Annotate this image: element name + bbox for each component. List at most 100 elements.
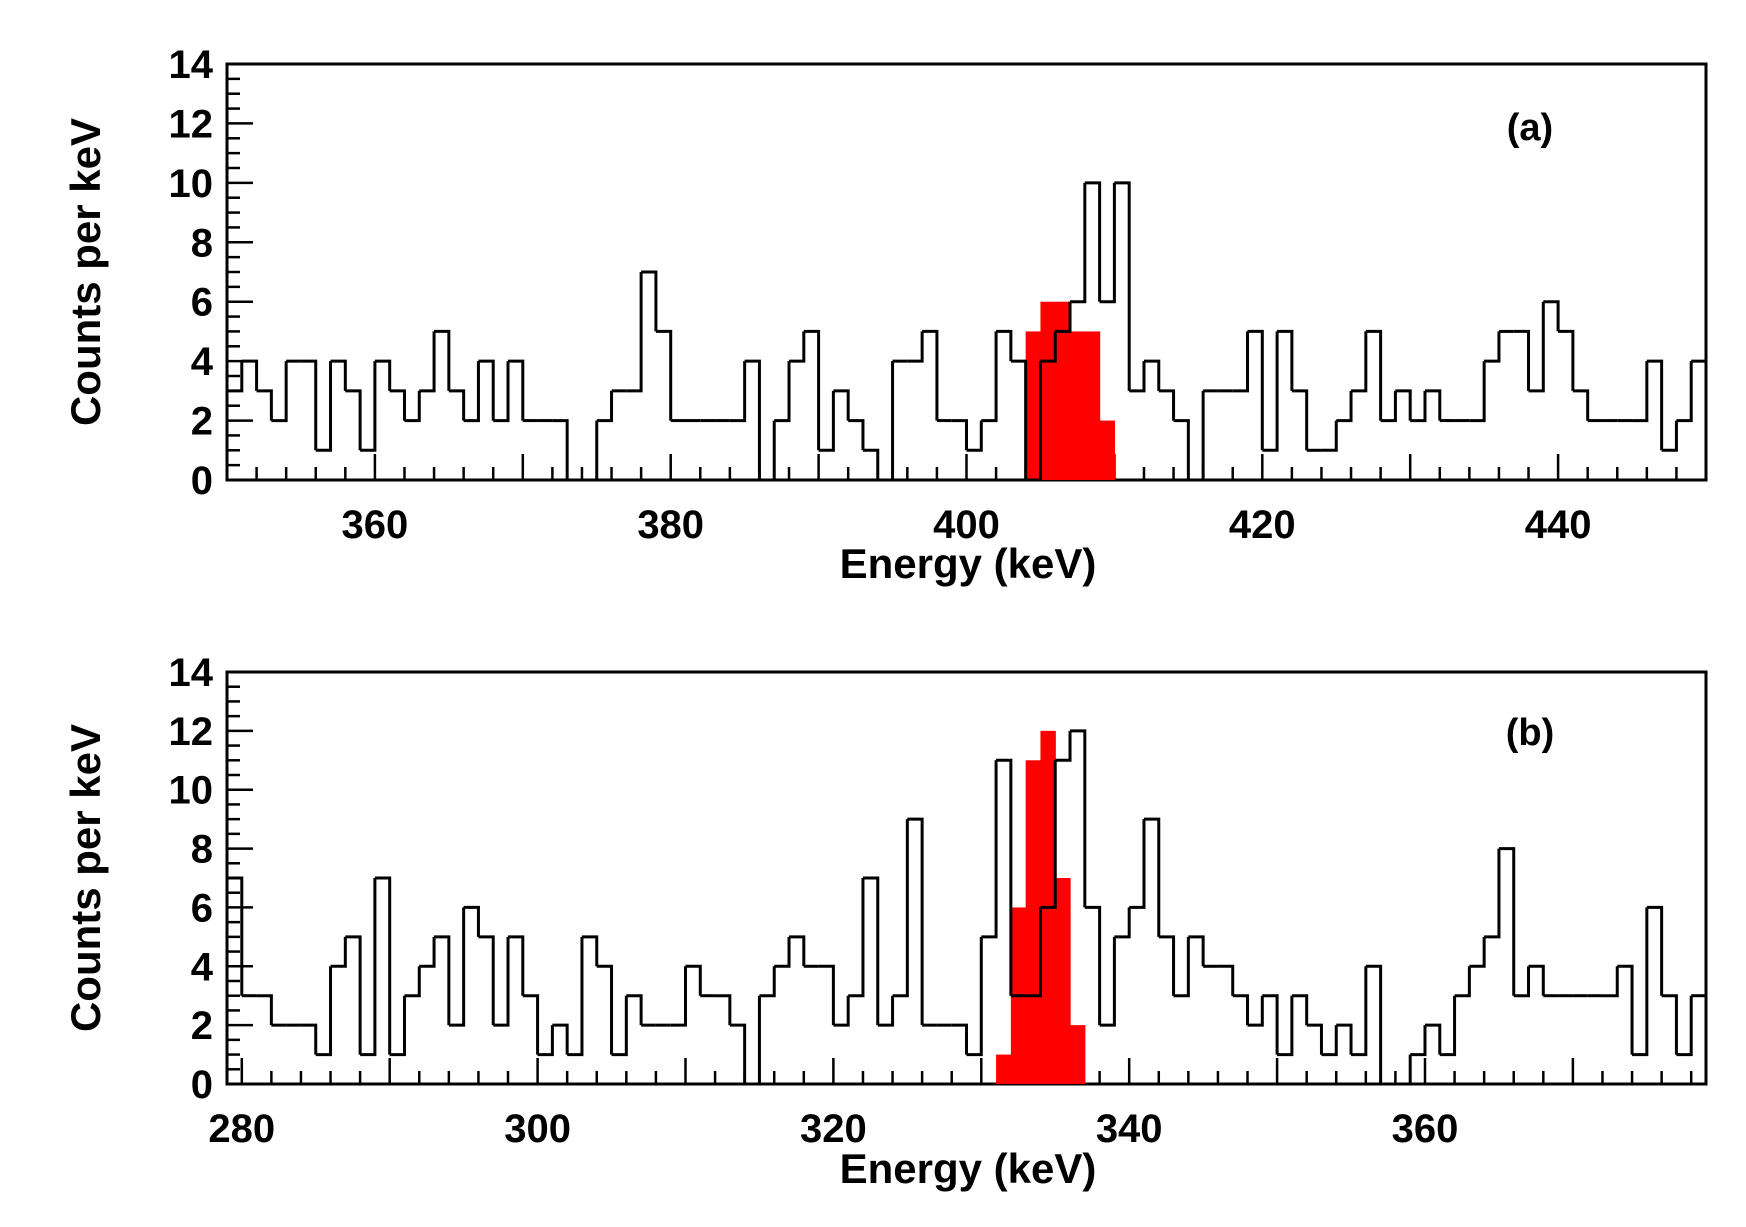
histogram-bin-b [552,1023,569,1055]
histogram-bin-a [1543,300,1560,332]
histogram-bin-b [330,936,347,968]
histogram-bin-a [508,359,525,421]
histogram-bin-b [596,964,614,1055]
y-tick-label-b: 14 [169,651,214,695]
histogram-bin-b [1321,1025,1338,1057]
histogram-bin-a [478,359,495,421]
histogram-bin-a [1336,390,1353,423]
histogram-bin-a [996,329,1013,362]
y-tick-label-a: 4 [191,340,214,384]
x-axis-title-b: Energy (keV) [840,1145,1097,1192]
highlight-bar-a [1099,420,1115,480]
histogram-bin-b [1055,730,1072,762]
highlight-bar-a [1040,301,1056,480]
histogram-bin-b [892,819,909,998]
histogram-bin-a [803,329,821,451]
highlight-bar-b [996,1054,1012,1084]
histogram-bin-a [1321,420,1338,452]
x-tick-label-b: 340 [1096,1107,1163,1151]
histogram-bin-b [1025,907,1042,998]
histogram-bin-b [626,994,643,1026]
histogram-panel-a: 0 2 4 6 8 10 12 14 360 380 400 420 440 (a) Energy (k… [62,43,1708,587]
histogram-bin-a [493,361,510,423]
x-tick-label-a: 400 [933,503,1000,547]
histogram-bin-b [996,758,1013,996]
x-tick-label-a: 420 [1229,503,1296,547]
histogram-bin-a [862,448,880,480]
histogram-bin-a [1055,301,1072,333]
histogram-bin-a [1188,390,1205,482]
histogram-bin-b [448,907,466,1027]
histogram-bin-a [833,389,850,421]
histogram-bin-b [434,935,451,1026]
x-tick-label-b: 280 [208,1107,275,1151]
y-tick-label-a: 2 [191,400,213,444]
histogram-bin-b [1646,905,1664,996]
x-tick-label-b: 360 [1392,1107,1459,1151]
histogram-bin-b [404,966,421,998]
histogram-bin-a [848,419,865,451]
histogram-bin-a [729,361,747,423]
histogram-bin-b [907,817,924,1026]
histogram-bin-b [1365,964,1383,1084]
histogram-bin-a [1513,329,1531,391]
histogram-bin-b [1424,1023,1442,1055]
histogram-bin-b [1173,936,1190,998]
histogram-bin-a [1469,361,1486,423]
x-tick-label-a: 440 [1525,503,1592,547]
histogram-bin-b [759,966,776,998]
histogram-bin-b [685,964,702,996]
histogram-bin-b [951,1023,968,1055]
y-tick-label-a: 12 [169,102,214,146]
histogram-bin-b [1040,760,1057,909]
histogram-bin-a [922,329,939,421]
histogram-bin-a [981,331,998,423]
histogram-bin-b [493,936,510,1027]
y-tick-label-b: 2 [191,1004,213,1048]
histogram-series-a [227,181,1706,482]
histogram-bin-a [1262,331,1279,452]
histogram-bin-a [1558,329,1575,391]
histogram-bin-b [256,994,273,1026]
histogram-bin-b [537,1025,554,1057]
histogram-bin-a [907,331,924,363]
y-tick-label-a: 6 [191,281,213,325]
histogram-bin-b [1217,964,1235,996]
histogram-bin-a [1380,390,1397,423]
histogram-bin-b [744,995,761,1086]
histogram-bin-a [271,361,288,423]
panel-label-a: (a) [1507,107,1553,149]
histogram-bin-b [848,878,865,998]
histogram-bin-a [360,361,377,452]
histogram-bin-b [1158,935,1176,996]
histogram-bin-b [1410,1025,1427,1057]
histogram-bin-a [1247,329,1264,451]
histogram-bin-a [1025,361,1042,482]
histogram-bin-b [981,760,998,939]
histogram-bin-b [1129,819,1146,909]
histogram-bin-a [655,329,673,421]
histogram-bin-a [1173,419,1190,480]
histogram-bin-b [419,936,436,968]
histogram-bin-a [1040,331,1057,363]
histogram-bin-a [789,331,806,363]
histogram-bin-a [951,419,968,451]
histogram-bin-b [1114,907,1131,939]
histogram-bin-b [508,935,525,996]
histogram-bin-a [759,420,776,482]
y-tick-label-b: 10 [169,769,214,813]
histogram-bin-b [1247,995,1264,1027]
histogram-bin-a [877,361,895,482]
histogram-bin-a [581,420,599,482]
histogram-bin-a [966,420,983,452]
histogram-bin-a [1158,389,1176,421]
histogram-bin-a [404,390,421,423]
x-tick-label-b: 320 [800,1107,867,1151]
histogram-bin-a [1232,331,1250,393]
panel-label-b: (b) [1506,712,1555,754]
histogram-bin-a [1661,420,1678,452]
histogram-bin-b [1439,995,1457,1057]
histogram-bin-b [478,935,495,1026]
histogram-bin-b [670,966,687,1027]
